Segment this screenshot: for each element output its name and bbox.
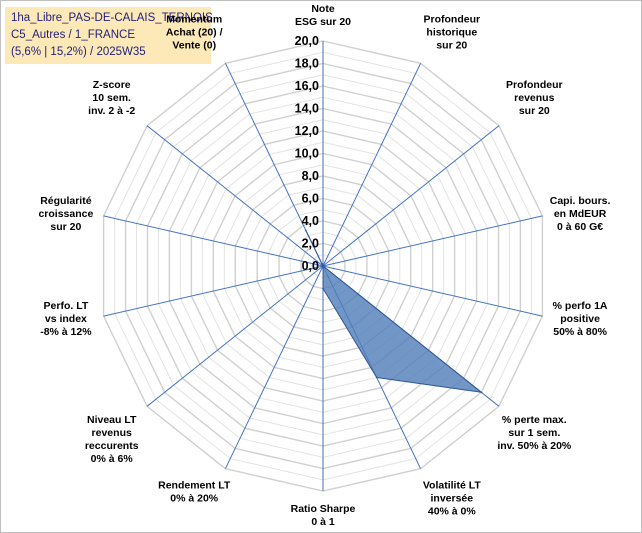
axis-spoke [322, 63, 422, 267]
axis-label-line: Z-score [93, 79, 131, 91]
tick-label: 0,0 [302, 259, 319, 273]
axis-label-line: Achat (20) / [166, 27, 223, 39]
axis-label-line: 0% à 20% [170, 493, 219, 505]
axis-spoke [103, 215, 324, 267]
axis-label: Rendement LT 0% à 20% [158, 480, 231, 505]
axis-label-line: Vente (0) [172, 40, 216, 52]
axis-spoke [322, 215, 543, 267]
axis-label-line: % perte max. [502, 414, 567, 426]
axis-label-line: 10 sem. [92, 92, 131, 104]
title-line-2: C5_Autres / 1_FRANCE [11, 29, 135, 41]
axis-label-line: positive [560, 313, 600, 325]
axis-spoke [224, 265, 324, 469]
axis-label-line: Capi. bours. [550, 195, 611, 207]
axis-label-line: revenus [514, 92, 554, 104]
series-point [322, 287, 324, 290]
axis-label-line: sur 20 [436, 40, 467, 52]
axis-spoke [322, 265, 543, 317]
title-line-3: (5,6% | 15,2%) / 2025W35 [11, 46, 146, 58]
axis-label: Capi. bours. en MdEUR 0 à 60 G€ [550, 195, 611, 233]
series-point [480, 391, 483, 394]
axis-label-line: Note [311, 3, 334, 15]
axis-label-line: en MdEUR [554, 208, 607, 220]
series-point [305, 229, 307, 232]
axis-label-line: inv. 2 à -2 [88, 105, 135, 117]
axis-spoke [146, 125, 324, 267]
axis-label-line: 50% à 80% [553, 326, 607, 338]
axis-label-line: 0 à 1 [311, 516, 335, 528]
axis-label: Note ESG sur 20 [295, 3, 351, 28]
chart-title-box: 1ha_Libre_PAS-DE-CALAIS_TERNOIS C5_Autre… [5, 7, 213, 64]
axis-label: Ratio Sharpe 0 à 1 [291, 503, 356, 528]
axis-label-line: ESG sur 20 [295, 16, 351, 28]
axis-label: Perfo. LT vs index -8% à 12% [40, 300, 92, 338]
tick-label: 12,0 [295, 124, 319, 138]
axis-label-line: Régularité [40, 195, 92, 207]
axis-label-line: inversée [430, 493, 473, 505]
tick-label: 8,0 [302, 169, 319, 183]
axis-label: Momentum Achat (20) / Vente (0) [166, 14, 223, 52]
axis-label: Profondeur revenus sur 20 [506, 79, 563, 117]
axis-label: Niveau LT revenus reccurents 0% à 6% [85, 414, 139, 465]
axis-spoke [146, 265, 324, 407]
axis-spoke [103, 265, 324, 317]
axis-label-line: sur 20 [519, 105, 550, 117]
axis-label-line: inv. 50% à 20% [497, 440, 572, 452]
axis-label-line: 40% à 0% [428, 506, 477, 518]
axis-label-line: sur 1 sem. [508, 427, 560, 439]
axis-label-line: historique [426, 27, 477, 39]
axis-label: Volatilité LT inversée 40% à 0% [423, 480, 482, 518]
axis-label-line: Ratio Sharpe [291, 503, 356, 515]
axis-label-line: Momentum [166, 14, 222, 26]
tick-label: 6,0 [302, 192, 319, 206]
axis-label-line: croissance [38, 208, 93, 220]
axis-label-line: Perfo. LT [44, 300, 89, 312]
axis-label: % perfo 1A positive 50% à 80% [553, 300, 608, 338]
axis-label: Z-score 10 sem. inv. 2 à -2 [88, 79, 135, 117]
axis-label: Régularité croissance sur 20 [38, 195, 93, 233]
tick-label: 14,0 [295, 102, 319, 116]
tick-label: 2,0 [302, 237, 319, 251]
axis-label-line: vs index [45, 313, 87, 325]
axis-spoke [322, 125, 500, 267]
axis-label-line: % perfo 1A [553, 300, 608, 312]
axis-label-line: Niveau LT [87, 414, 137, 426]
title-line-1: 1ha_Libre_PAS-DE-CALAIS_TERNOIS [11, 12, 213, 24]
tick-label: 20,0 [295, 34, 319, 48]
tick-label: 10,0 [295, 147, 319, 161]
axis-label-line: 0% à 6% [91, 453, 134, 465]
series-point [375, 376, 378, 379]
axis-label-line: Profondeur [506, 79, 563, 91]
axis-label-line: Volatilité LT [423, 480, 482, 492]
axis-label-line: sur 20 [50, 221, 81, 233]
axis-label-line: reccurents [85, 440, 139, 452]
series-point [322, 265, 324, 267]
axis-label-line: revenus [92, 427, 132, 439]
tick-label: 16,0 [295, 79, 319, 93]
tick-label: 18,0 [295, 57, 319, 71]
tick-label: 4,0 [302, 214, 319, 228]
axis-label-line: 0 à 60 G€ [557, 221, 603, 233]
axis-label: Profondeur historique sur 20 [424, 14, 481, 52]
axis-label-line: -8% à 12% [40, 326, 92, 338]
axis-label-line: Profondeur [424, 14, 481, 26]
axis-label-line: Rendement LT [158, 480, 231, 492]
axis-label: % perte max. sur 1 sem. inv. 50% à 20% [497, 414, 572, 452]
